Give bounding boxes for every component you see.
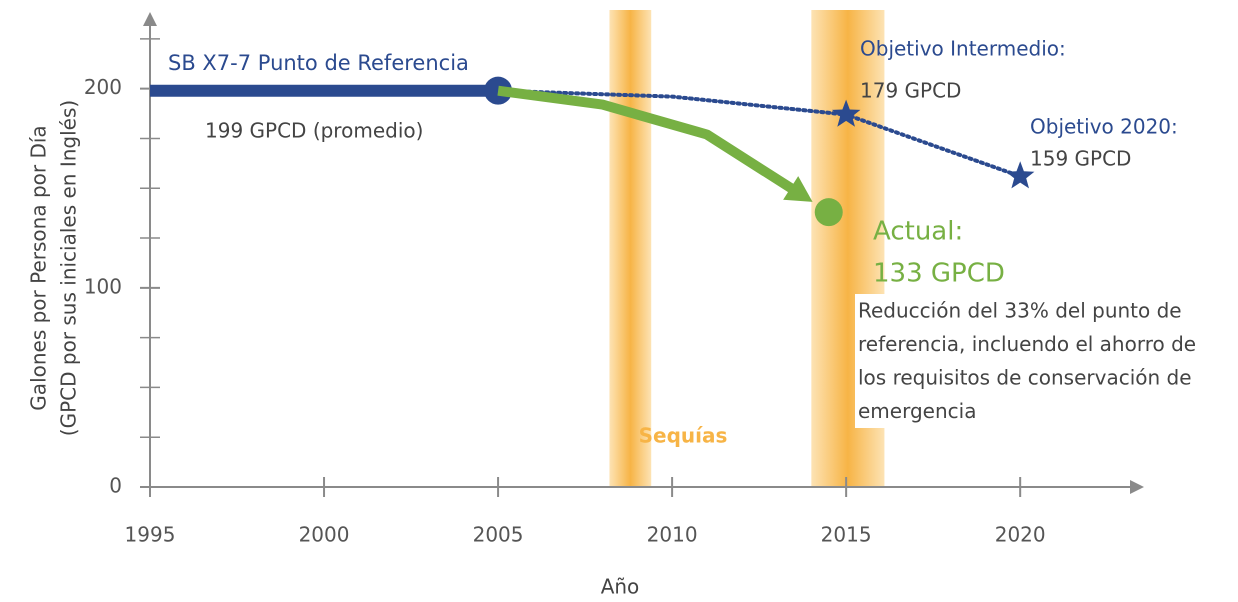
bands [609, 10, 885, 487]
y-axis-title: (GPCD por sus iniciales en Inglés) [57, 100, 81, 436]
annotation-background [855, 294, 1238, 428]
drought-band [609, 10, 652, 487]
star-marker [1005, 161, 1035, 189]
star-marker [831, 99, 861, 127]
y-tick-label: 200 [84, 75, 122, 99]
labels: Sequías 0 100 200 1995 2000 2005 2010 2015 2020 Añ… [27, 37, 1238, 599]
x-tick-label: 2020 [995, 523, 1046, 547]
point-marker [814, 198, 843, 227]
x-tick-label: 2005 [473, 523, 524, 547]
y-tick-label: 0 [109, 474, 122, 498]
x-tick-label: 1995 [125, 523, 176, 547]
x-axis-arrow [1130, 480, 1144, 494]
series-label: SB X7-7 Punto de Referencia [168, 51, 469, 75]
axes [140, 12, 1144, 497]
marks [150, 76, 1035, 227]
y-axis-arrow [143, 12, 157, 26]
annotation: 179 GPCD [860, 79, 961, 103]
annotation: Reducción del 33% del punto de [858, 299, 1182, 323]
arrowhead [783, 176, 813, 202]
annotation: 159 GPCD [1030, 147, 1131, 171]
annotation: Objetivo Intermedio: [860, 37, 1066, 61]
annotation: los requisitos de conservación de [858, 366, 1192, 390]
band-label: Sequías [639, 424, 728, 448]
annotation: emergencia [858, 399, 976, 423]
annotation: referencia, incluendo el ahorro de [858, 332, 1196, 356]
x-tick-label: 2010 [647, 523, 698, 547]
x-axis-title: Año [601, 575, 640, 599]
y-tick-label: 100 [84, 274, 122, 298]
annotation: Actual: [873, 217, 963, 247]
x-tick-label: 2000 [299, 523, 350, 547]
series-line [496, 88, 1023, 179]
series-line [497, 85, 801, 197]
annotation: Objetivo 2020: [1030, 115, 1178, 139]
y-axis-title: Galones por Persona por Día [27, 125, 51, 410]
annotation: 199 GPCD (promedio) [205, 119, 423, 143]
x-tick-label: 2015 [821, 523, 872, 547]
annotation: 133 GPCD [873, 259, 1005, 289]
